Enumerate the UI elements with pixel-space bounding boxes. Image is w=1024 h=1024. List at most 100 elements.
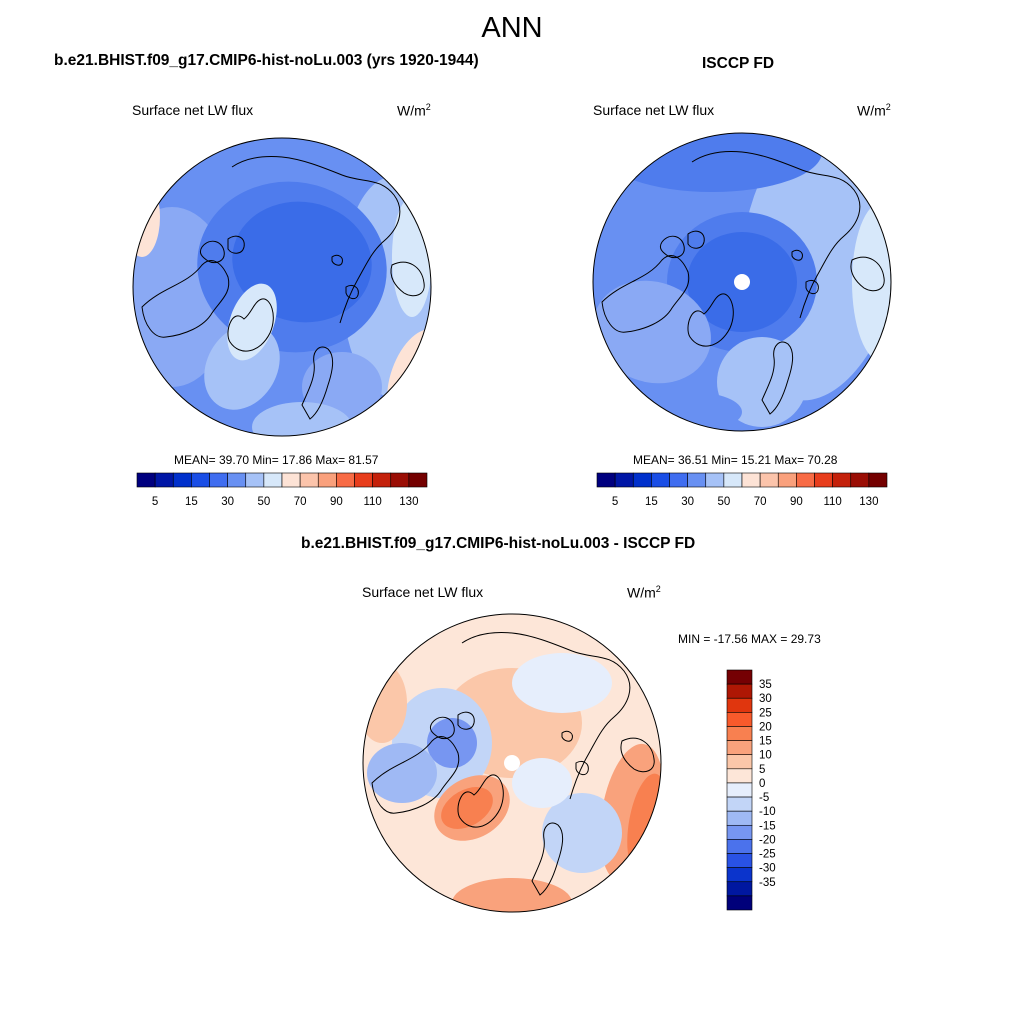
colorbar-tick-label: 0 xyxy=(759,778,765,790)
coastline xyxy=(531,822,564,896)
panel3-variable-label: Surface net LW flux xyxy=(362,584,484,600)
colorbar-tick-label: 15 xyxy=(645,496,658,508)
coastline xyxy=(850,256,885,292)
figure-title: ANN xyxy=(481,12,543,44)
colorbar-swatch xyxy=(759,472,779,488)
colorbar-swatch xyxy=(777,472,797,488)
colorbar-swatch xyxy=(726,740,753,756)
shading-region xyxy=(602,133,822,192)
panel1-polar-map xyxy=(132,137,432,437)
coastline xyxy=(791,249,803,261)
panel1-stats: MEAN= 39.70 Min= 17.86 Max= 81.57 xyxy=(174,453,379,467)
colorbar-swatch xyxy=(850,472,870,488)
colorbar-tick-label: 25 xyxy=(759,707,772,719)
colorbar-swatch xyxy=(726,810,753,826)
colorbar-tick-label: 20 xyxy=(759,721,772,733)
coastline xyxy=(461,632,513,644)
colorbar-tick-label: 130 xyxy=(399,496,418,508)
panel2-title: ISCCP FD xyxy=(702,55,775,72)
colorbar-swatch xyxy=(741,472,761,488)
shading-region xyxy=(133,177,160,257)
coastline xyxy=(659,235,685,259)
colorbar-swatch xyxy=(726,782,753,798)
colorbar-swatch xyxy=(191,472,210,488)
colorbar-swatch xyxy=(726,726,753,741)
colorbar-swatch xyxy=(154,472,174,488)
coastline xyxy=(457,711,475,730)
shading-region xyxy=(642,392,742,431)
coastline xyxy=(429,716,455,740)
coastline xyxy=(575,760,589,776)
panel3-stats: MIN = -17.56 MAX = 29.73 xyxy=(678,632,821,646)
colorbar-swatch xyxy=(726,824,753,840)
panel1-variable-label: Surface net LW flux xyxy=(132,102,254,118)
coastline xyxy=(231,156,283,168)
shading-region xyxy=(717,337,807,427)
colorbar-swatch xyxy=(705,472,725,488)
shading-region xyxy=(367,743,437,803)
panel3-units-label: W/m2 xyxy=(627,584,661,601)
colorbar-swatch xyxy=(372,472,392,488)
colorbar-swatch xyxy=(726,669,753,685)
colorbar-tick-label: -25 xyxy=(759,849,776,861)
colorbar-tick-label: 50 xyxy=(717,496,730,508)
shading-region xyxy=(452,878,572,912)
colorbar-swatch xyxy=(726,683,753,699)
coastline xyxy=(227,235,245,254)
colorbar-swatch xyxy=(726,867,753,883)
panel2-variable-label: Surface net LW flux xyxy=(593,102,715,118)
colorbar-swatch xyxy=(299,472,319,488)
colorbar-tick-label: 90 xyxy=(330,496,343,508)
colorbar-swatch xyxy=(209,472,228,488)
colorbar-swatch xyxy=(281,472,301,488)
colorbar-tick-label: -5 xyxy=(759,792,769,804)
map-boundary xyxy=(592,132,892,432)
panel3-title: b.e21.BHIST.f09_g17.CMIP6-hist-noLu.003 … xyxy=(301,535,696,552)
colorbar-swatch xyxy=(651,472,670,488)
colorbar-tick-label: 35 xyxy=(759,679,772,691)
colorbar-tick-label: 30 xyxy=(759,693,772,705)
shading-region xyxy=(852,202,891,362)
colorbar-swatch xyxy=(726,697,753,713)
coastline xyxy=(511,632,631,800)
coastline xyxy=(345,284,359,300)
colorbar-tick-label: 10 xyxy=(759,750,772,762)
colorbar-tick-label: 70 xyxy=(754,496,767,508)
colorbar-swatch xyxy=(669,472,688,488)
colorbar-swatch xyxy=(726,839,753,854)
shading-region xyxy=(441,787,493,829)
map-boundary xyxy=(132,137,432,437)
coastline xyxy=(141,260,230,338)
colorbar-swatch xyxy=(726,895,753,911)
colorbar-tick-label: 70 xyxy=(294,496,307,508)
coastline xyxy=(331,254,343,266)
coastline xyxy=(741,151,861,319)
colorbar-tick-label: 15 xyxy=(759,736,772,748)
coastline xyxy=(805,279,819,295)
colorbar-swatch xyxy=(814,472,833,488)
colorbar-tick-label: -30 xyxy=(759,863,776,875)
colorbar-tick-label: 30 xyxy=(221,496,234,508)
coastline xyxy=(691,151,743,163)
shading-region xyxy=(512,758,572,808)
colorbar-swatch xyxy=(408,472,428,488)
missing-data-pole xyxy=(504,755,520,771)
colorbar-tick-label: 90 xyxy=(790,496,803,508)
colorbar-swatch xyxy=(726,881,753,897)
coastline xyxy=(371,736,460,814)
colorbar-swatch xyxy=(245,472,265,488)
colorbar-tick-label: 15 xyxy=(185,496,198,508)
coastline xyxy=(301,346,334,420)
panel2-units-label: W/m2 xyxy=(857,102,891,119)
panel1-colorbar: 5 15 30 50 70 90 110 130 xyxy=(136,472,428,508)
colorbar-swatch xyxy=(172,472,192,488)
colorbar-swatch xyxy=(796,472,815,488)
panel1-units-label: W/m2 xyxy=(397,102,431,119)
panel3-colorbar: 35 30 25 20 15 10 5 0 -5 -10 -15 -20 -25 -30 -35 xyxy=(726,669,776,911)
colorbar-tick-label: -20 xyxy=(759,834,776,846)
colorbar-tick-label: 50 xyxy=(257,496,270,508)
colorbar-tick-label: 130 xyxy=(859,496,878,508)
colorbar-swatch xyxy=(726,754,753,770)
colorbar-tick-label: 110 xyxy=(823,496,841,508)
colorbar-swatch xyxy=(868,472,888,488)
